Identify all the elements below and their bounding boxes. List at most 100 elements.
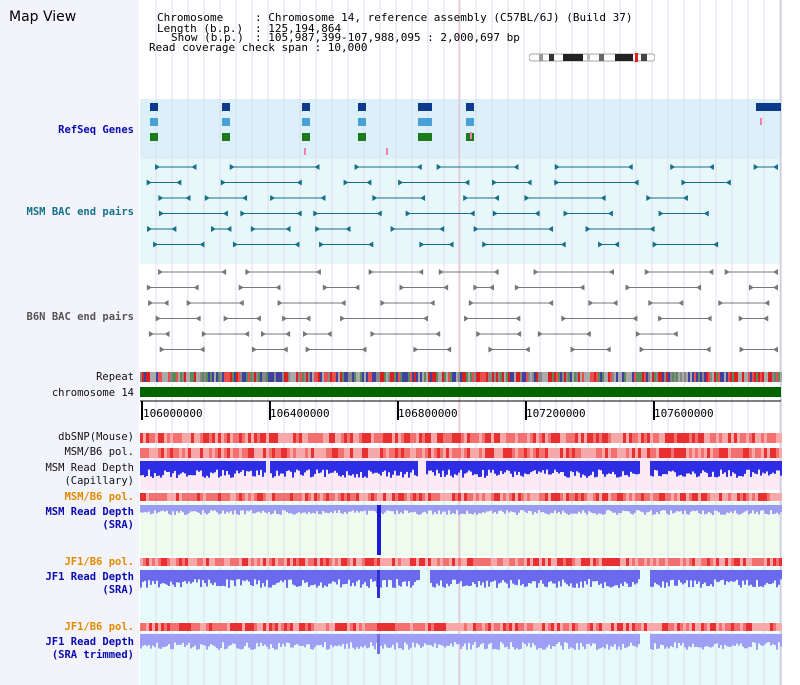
bac-end-marker — [238, 284, 244, 291]
repeat-segment — [330, 372, 332, 382]
polymorphism-segment — [581, 433, 584, 443]
polymorphism-segment — [491, 448, 494, 458]
polymorphism-segment — [563, 623, 566, 631]
read-depth-bar — [520, 461, 522, 476]
read-depth-bar — [688, 634, 690, 647]
polymorphism-segment — [524, 623, 527, 631]
repeat-segment — [562, 372, 564, 382]
polymorphism-segment — [251, 623, 254, 631]
refseq-genes-label[interactable]: RefSeq Genes — [58, 124, 134, 136]
polymorphism-segment — [194, 623, 197, 631]
repeat-segment — [750, 372, 752, 382]
polymorphism-segment — [515, 558, 518, 566]
read-depth-bar — [344, 505, 346, 513]
read-depth-bar — [258, 570, 260, 581]
read-depth-bar — [310, 461, 312, 478]
read-depth-bar — [502, 505, 504, 512]
read-depth-bar — [562, 634, 564, 650]
read-depth-bar — [176, 634, 178, 646]
read-depth-bar — [716, 570, 718, 582]
repeat-segment — [320, 372, 322, 382]
polymorphism-segment — [590, 558, 593, 566]
polymorphism-segment — [422, 558, 425, 566]
msm-bac-end-pairs-label[interactable]: MSM BAC end pairs — [26, 206, 134, 218]
polymorphism-segment — [566, 493, 569, 501]
polymorphism-segment — [476, 448, 479, 458]
repeat-segment — [608, 372, 610, 382]
polymorphism-segment — [572, 433, 575, 443]
polymorphism-segment — [227, 493, 230, 501]
read-depth-bar — [490, 570, 492, 583]
polymorphism-segment — [596, 623, 599, 631]
read-depth-bar — [510, 634, 512, 643]
repeat-segment — [286, 372, 288, 382]
polymorphism-segment — [605, 433, 608, 443]
polymorphism-segment — [767, 493, 770, 501]
read-depth-bar — [448, 570, 450, 587]
polymorphism-segment — [287, 558, 290, 566]
polymorphism-segment — [248, 623, 251, 631]
polymorphism-segment — [275, 433, 278, 443]
polymorphism-segment — [458, 623, 461, 631]
b6n-bac-end-pairs-label[interactable]: B6N BAC end pairs — [26, 311, 134, 323]
polymorphism-segment — [458, 433, 461, 443]
polymorphism-segment — [173, 493, 176, 501]
read-depth-bar — [774, 634, 776, 646]
read-depth-bar — [330, 570, 332, 584]
read-depth-bar — [690, 505, 692, 512]
polymorphism-segment — [755, 493, 758, 501]
read-depth-bar — [210, 461, 212, 473]
read-depth-bar — [438, 461, 440, 474]
read-depth-bar — [540, 570, 542, 581]
read-depth-bar — [268, 634, 270, 650]
polymorphism-segment — [581, 623, 584, 631]
read-depth-bar — [328, 505, 330, 514]
read-depth-bar — [492, 505, 494, 514]
repeat-segment — [536, 372, 538, 382]
bac-end-marker — [598, 241, 604, 248]
polymorphism-segment — [272, 623, 275, 631]
polymorphism-segment — [521, 433, 524, 443]
repeat-segment — [744, 372, 746, 382]
read-depth-bar — [160, 634, 162, 649]
polymorphism-segment — [326, 448, 329, 458]
read-depth-bar — [316, 505, 318, 512]
polymorphism-segment — [272, 493, 275, 501]
read-depth-bar — [572, 505, 574, 514]
read-depth-bar — [300, 505, 302, 514]
polymorphism-segment — [146, 493, 149, 501]
length-value: : 125,194,864 — [255, 22, 342, 35]
polymorphism-segment — [719, 448, 722, 458]
polymorphism-segment — [656, 448, 659, 458]
polymorphism-segment — [656, 493, 659, 501]
read-depth-bar — [156, 634, 158, 643]
read-depth-bar — [538, 461, 540, 472]
read-depth-bar — [226, 505, 228, 512]
chromosome-ideogram[interactable] — [529, 53, 655, 62]
bac-end-marker — [446, 346, 452, 353]
read-depth-bar — [728, 505, 730, 514]
polymorphism-segment — [380, 493, 383, 501]
read-depth-bar — [456, 505, 458, 511]
polymorphism-segment — [428, 433, 431, 443]
polymorphism-segment — [698, 433, 701, 443]
read-depth-bar — [534, 634, 536, 646]
polymorphism-segment — [482, 448, 485, 458]
polymorphism-segment — [323, 493, 326, 501]
polymorphism-segment — [221, 433, 224, 443]
polymorphism-segment — [536, 558, 539, 566]
polymorphism-segment — [140, 448, 143, 458]
polymorphism-segment — [770, 448, 773, 458]
bac-end-marker — [764, 300, 770, 306]
read-depth-bar — [698, 570, 700, 582]
read-depth-bar — [584, 634, 586, 650]
read-depth-bar — [654, 634, 656, 644]
polymorphism-segment — [689, 623, 692, 631]
bac-end-marker — [340, 315, 346, 322]
polymorphism-segment — [770, 493, 773, 501]
polymorphism-segment — [767, 433, 770, 443]
polymorphism-segment — [425, 493, 428, 501]
polymorphism-segment — [389, 623, 392, 631]
read-depth-bar — [342, 634, 344, 644]
